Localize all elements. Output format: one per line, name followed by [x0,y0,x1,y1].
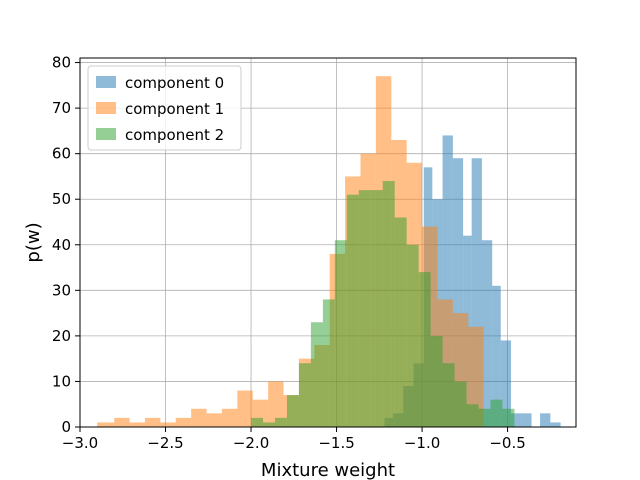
histogram-bar [466,404,479,427]
x-axis-label: Mixture weight [261,460,395,480]
y-tick-label: 30 [52,281,71,299]
histogram-bar [540,413,551,427]
histogram-bar [160,422,176,427]
histogram-bar [418,272,431,427]
x-tick-label: −1.5 [318,434,354,452]
histogram-bar [452,158,464,427]
legend-label: component 0 [125,74,224,92]
histogram-bar [370,190,383,427]
histogram-bar [97,422,115,427]
x-tick-label: −2.0 [233,434,269,452]
histogram-bar [346,194,359,427]
plot-frame [79,57,577,428]
histogram-bar [511,413,522,427]
y-axis-label: p(w) [23,222,44,262]
legend-swatch [96,128,116,140]
histogram-bar [550,422,561,427]
histogram-bar [175,417,192,427]
histogram-bar [206,413,222,427]
histogram-bar [478,408,491,427]
histogram-bar [406,244,419,427]
histogram-bar [237,390,253,427]
histogram-bar [263,422,275,427]
histogram-bar [251,417,264,427]
histogram-bar [394,217,407,427]
y-tick-label: 0 [61,418,71,436]
histogram-bar [298,363,311,427]
histogram-bars [97,76,561,428]
legend-swatch [96,76,116,88]
histogram-bar [310,322,323,427]
y-tick-label: 60 [52,145,71,163]
histogram-bar [322,299,335,427]
y-tick-label: 10 [52,372,71,390]
y-tick-label: 50 [52,190,71,208]
histogram-bar [442,363,455,427]
legend-label: component 2 [125,126,224,144]
y-tick-label: 40 [52,236,71,254]
x-tick-label: −3.0 [62,434,98,452]
histogram-bar [286,395,299,427]
histogram-bar [468,326,484,427]
x-tick-label: −0.5 [489,434,525,452]
histogram-bar [274,417,287,427]
legend-swatch [96,102,116,114]
x-tick-label: −1.0 [404,434,440,452]
histogram-bar [430,335,443,427]
y-axis-ticks: 0 10 20 30 40 50 60 70 80 [52,54,80,436]
histogram-bar [454,381,467,427]
histogram-bar [442,135,453,427]
y-tick-label: 80 [52,54,71,72]
y-tick-label: 20 [52,327,71,345]
histogram-bar [502,408,515,427]
x-axis-ticks: −3.0 −2.5 −2.0 −1.5 −1.0 −0.5 [62,427,526,452]
histogram-bar [521,413,532,427]
histogram-bar [221,408,238,427]
histogram-bar [358,190,371,427]
legend: component 0 component 1 component 2 [87,65,242,151]
histogram-bar [191,408,207,427]
histogram-bar [334,240,347,427]
histogram-bar [481,240,493,427]
histogram-bar [268,381,284,427]
histogram-bar [471,158,482,427]
histogram-bar [382,181,395,427]
series-2-bars [251,181,515,427]
histogram-bar [492,285,501,427]
legend-box [87,65,242,151]
y-tick-label: 70 [52,99,71,117]
histogram-bar [114,417,130,427]
legend-label: component 1 [125,100,224,118]
histogram-bar [500,340,512,427]
histogram-bar [144,417,161,427]
x-tick-label: −2.5 [147,434,183,452]
histogram-bar [129,422,145,427]
histogram-bar [490,399,503,427]
